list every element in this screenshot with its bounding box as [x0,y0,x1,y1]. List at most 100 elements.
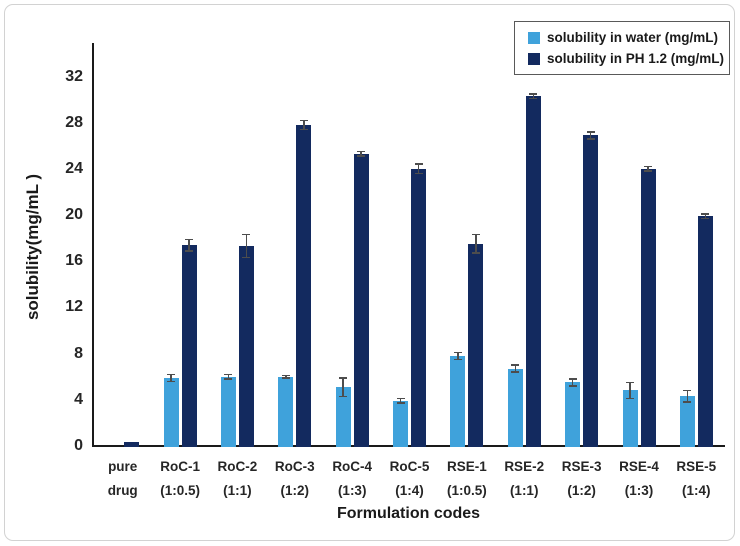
legend-label-ph12: solubility in PH 1.2 (mg/mL) [547,51,725,66]
x-tick-line1: RSE-2 [504,459,545,474]
error-bar-cap [471,252,480,254]
error-bar-line [686,390,689,402]
legend-swatch-water-icon [528,31,540,44]
error-bar-cap [281,377,290,379]
x-tick-line2: (1:1) [509,482,539,498]
error-bar-cap [644,165,652,168]
error-bar-cap [586,131,595,133]
error-bar-cap [568,385,577,387]
error-bar-cap [242,256,251,259]
error-bar-cap [511,371,520,373]
x-axis-title: Formulation codes [336,505,481,522]
bar-water-RSE-2 [507,368,523,447]
error-bar-cap [701,217,710,220]
error-bar-cap [167,373,175,375]
error-bar-cap [568,378,577,380]
error-bar-cap [357,150,366,153]
error-bar-cap [701,213,710,215]
error-bar-cap [586,138,595,140]
bar-chart: solubility(mg/mL ) Formulation codes sol… [5,5,734,540]
bar-ph12-pure [124,442,140,447]
y-tick-label: 8 [74,344,83,362]
bar-water-RoC-1 [163,377,179,447]
error-bar-cap [453,351,462,354]
x-tick-line1: RoC-1 [160,459,200,474]
error-bar-cap [683,401,692,403]
error-bar-cap [396,397,405,400]
bar-water-RoC-4 [335,387,351,447]
x-tick-line1: RoC-2 [217,459,258,474]
error-bar-cap [242,233,251,236]
error-bar-line [188,239,190,251]
bar-ph12-RoC-2 [238,246,254,447]
error-bar-line [457,352,459,360]
error-bar-cap [414,163,423,165]
x-tick-line2: (1:4) [395,482,424,498]
bar-ph12-RoC-1 [181,245,197,447]
x-tick-label: pure drug [94,455,151,502]
x-tick-label: RoC-5 (1:4) [381,455,438,502]
y-tick-label: 20 [65,206,83,224]
error-bar-cap [224,378,233,380]
error-bar-cap [185,250,193,252]
bar-water-RSE-5 [679,396,695,447]
error-bar-line [589,131,592,139]
error-bar-line [170,374,172,382]
error-bar-cap [626,381,634,384]
x-tick-line1: RSE-4 [619,459,659,474]
legend-item-water: solubility in water (mg/mL) [528,30,723,45]
x-tick-line1: RoC-5 [389,459,430,474]
bar-water-RoC-5 [393,400,408,447]
bar-water-RoC-2 [220,376,236,447]
error-bar-cap [683,389,692,392]
error-bar-cap [281,374,290,377]
error-bar-cap [453,358,462,360]
y-tick-label: 24 [65,159,83,177]
error-bar-line [417,164,420,174]
y-tick-label: 0 [74,437,83,454]
bar-ph12-RoC-5 [411,168,426,447]
error-bar-cap [167,380,175,382]
error-bar-line [399,398,402,404]
error-bar-line [303,120,305,130]
error-bar-cap [529,93,538,95]
x-tick-label: RoC-3 (1:2) [266,455,323,502]
x-tick-label: RSE-1 (1:0.5) [438,455,495,502]
error-bar-cap [471,233,480,236]
bar-ph12-RoC-3 [296,125,312,447]
bar-ph12-RoC-4 [353,153,369,447]
error-bar-cap [357,155,366,157]
x-tick-label: RoC-2 (1:1) [209,455,266,502]
x-tick-line2: (1:3) [337,482,367,498]
error-bar-cap [644,170,652,172]
error-bar-cap [396,402,405,404]
y-tick-label: 12 [65,298,83,316]
legend-item-ph12: solubility in PH 1.2 (mg/mL) [528,51,725,66]
error-bar-line [532,93,534,99]
error-bar-line [245,234,248,258]
x-tick-line1: RoC-4 [332,459,373,474]
error-bar-cap [339,377,348,379]
legend-swatch-ph12-icon [528,52,540,65]
error-bar-line [227,374,230,379]
x-tick-line2: (1:2) [280,482,310,498]
legend-label-water: solubility in water (mg/mL) [547,30,719,45]
x-tick-label: RSE-2 (1:1) [496,455,553,502]
legend: solubility in water (mg/mL) solubility i… [514,21,730,75]
bar-ph12-RSE-3 [583,135,599,447]
bar-water-RSE-1 [450,355,466,447]
x-tick-label: RSE-3 (1:2) [553,455,610,502]
x-tick-line1: pure [108,459,138,474]
y-tick-label: 28 [65,113,83,131]
bar-ph12-RSE-4 [640,168,656,447]
bar-ph12-RSE-5 [697,216,713,447]
x-tick-line2: (1:4) [682,482,711,498]
bar-water-RoC-3 [278,376,294,447]
x-tick-line2: (1:0.5) [447,482,487,498]
error-bar-line [629,382,631,399]
error-bar-cap [299,128,308,131]
error-bar-cap [299,119,308,122]
x-tick-line2: (1:1) [223,482,252,498]
error-bar-line [704,213,707,219]
figure-frame: solubility(mg/mL ) Formulation codes sol… [4,4,735,541]
